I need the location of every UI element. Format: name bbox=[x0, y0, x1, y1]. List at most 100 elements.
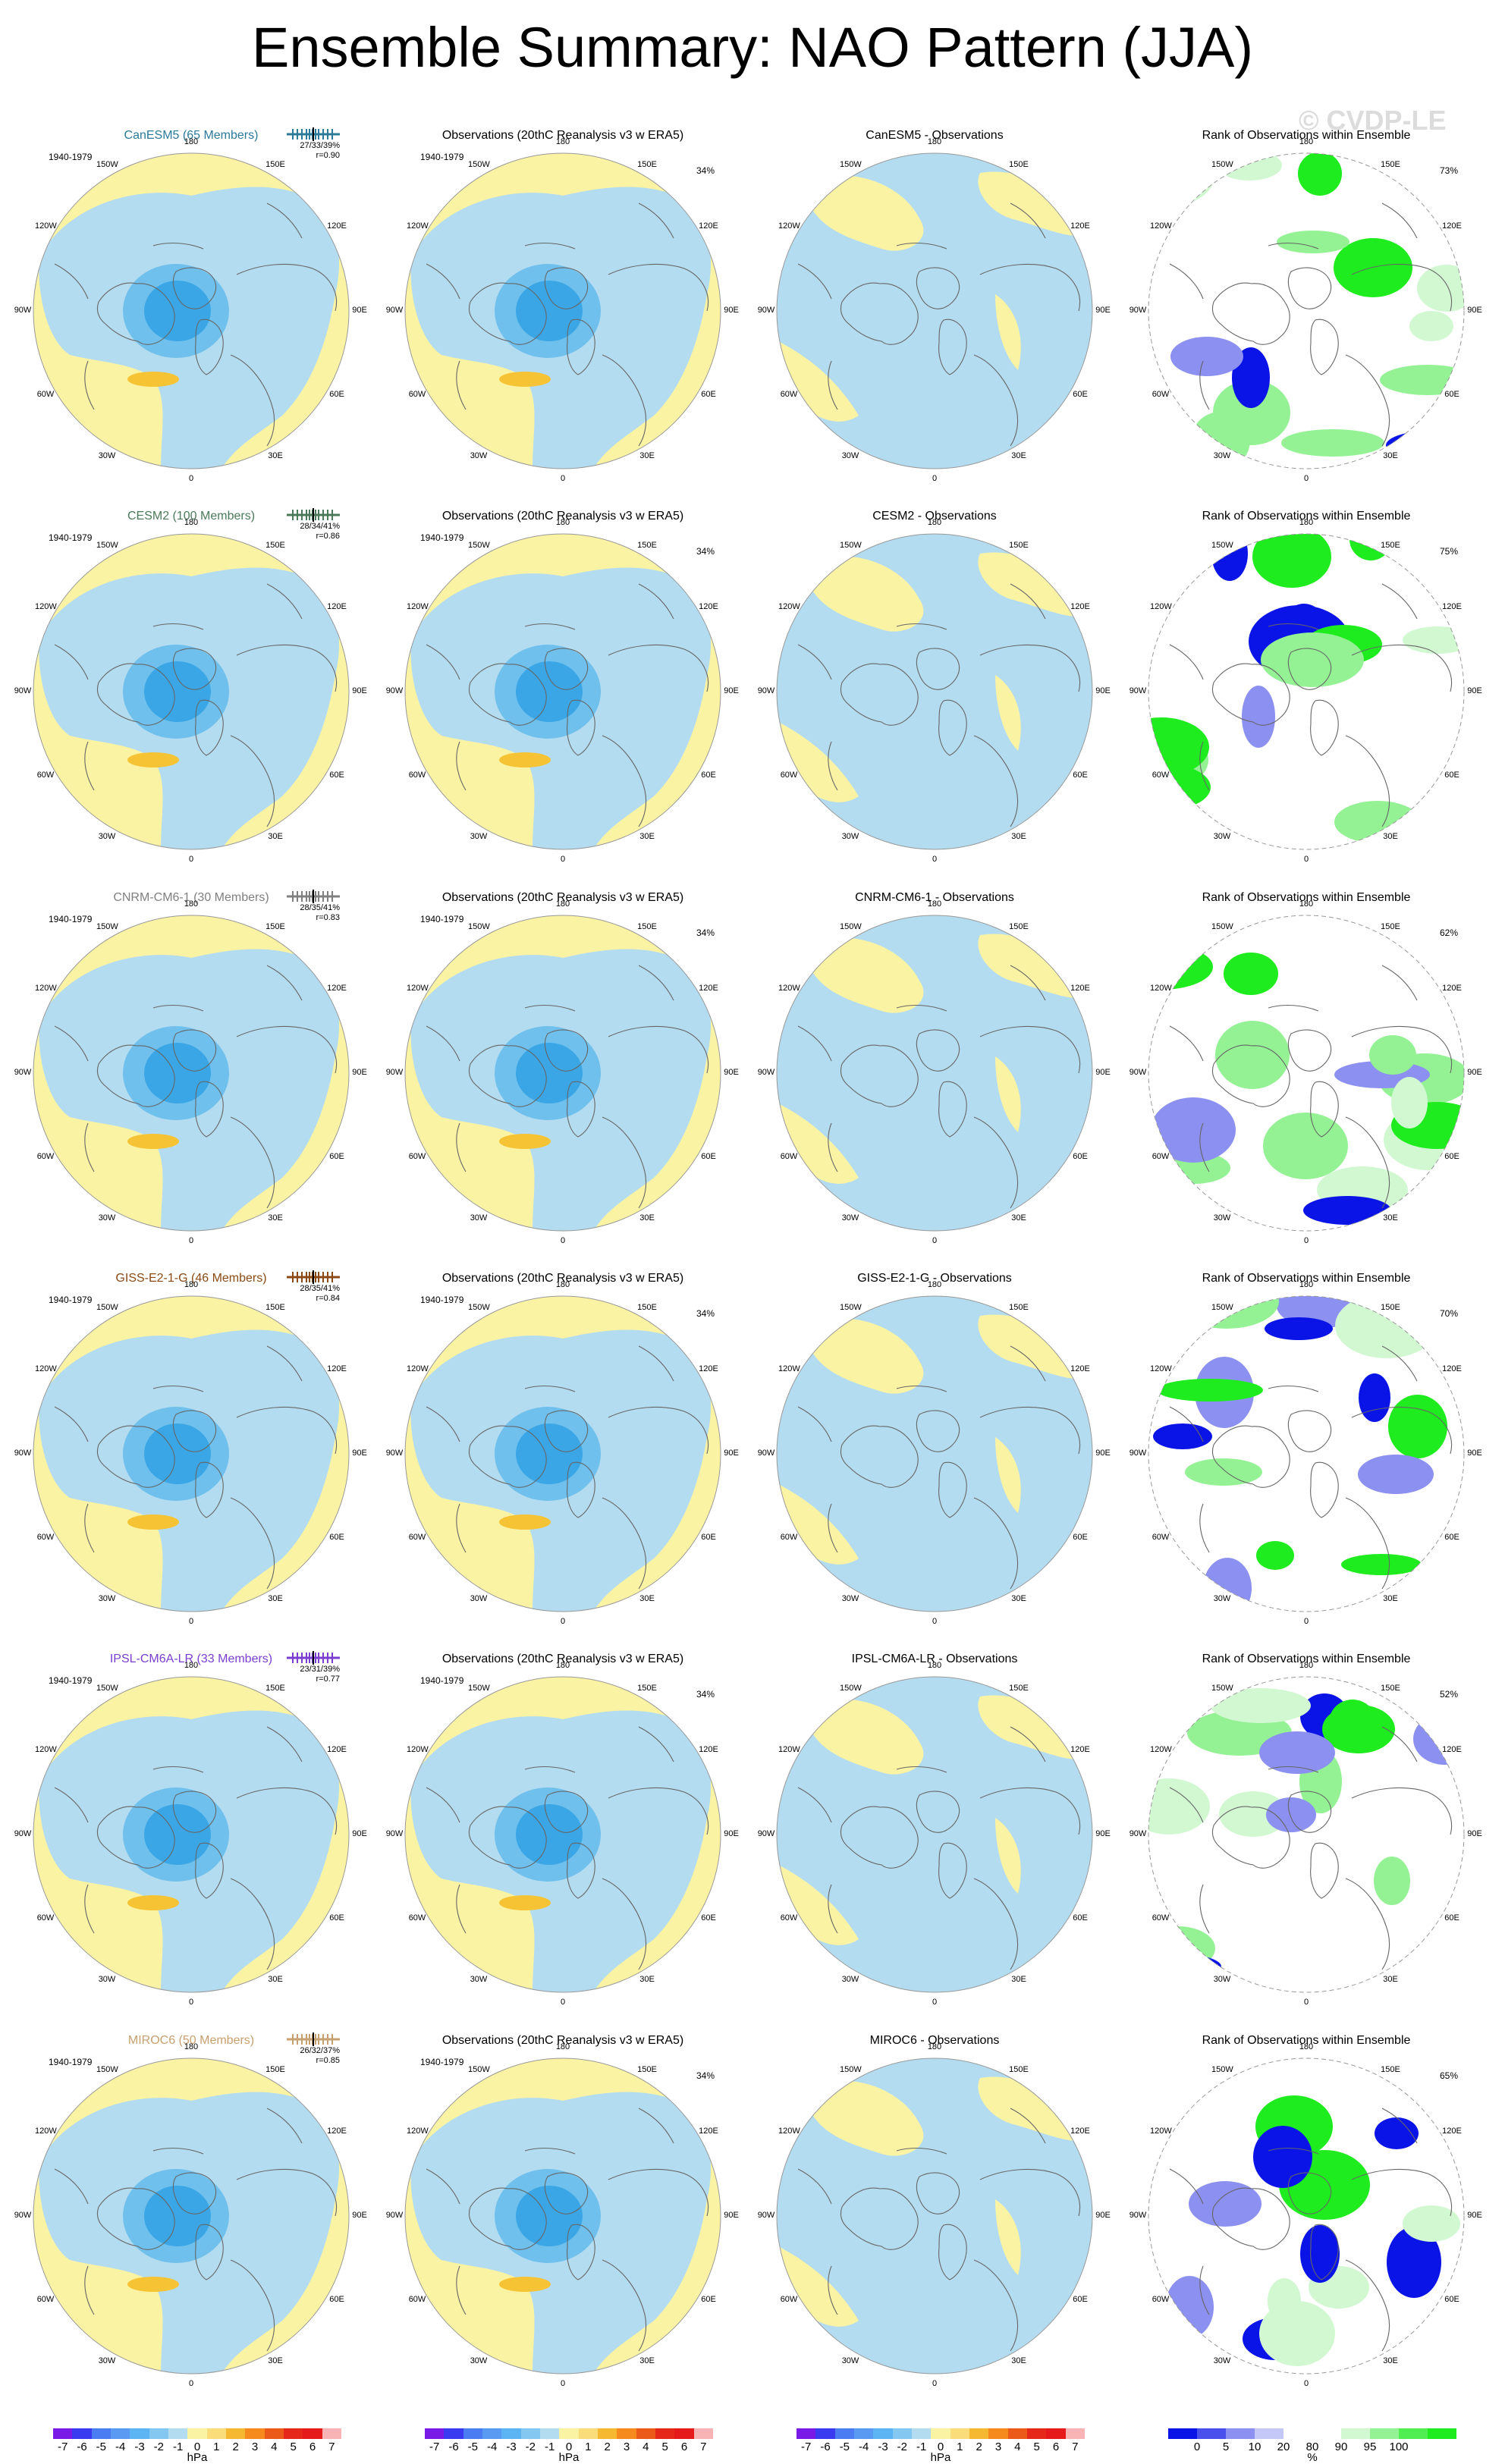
colorbar-tick: 1 bbox=[585, 2440, 592, 2453]
lon-label: 60E bbox=[1444, 1533, 1459, 1542]
colorbar-tick: 1 bbox=[213, 2440, 220, 2453]
obs-pct: 34% bbox=[696, 1689, 715, 1700]
colorbar-tick: 2 bbox=[604, 2440, 611, 2453]
lon-label: 120E bbox=[327, 984, 347, 993]
lon-label: 120E bbox=[699, 1745, 718, 1754]
lon-label: 90E bbox=[1467, 306, 1482, 315]
colorbar-box bbox=[130, 2428, 149, 2439]
colorbar-box bbox=[283, 2428, 303, 2439]
colorbar-tick: -1 bbox=[172, 2440, 184, 2453]
lon-label: 120W bbox=[778, 221, 800, 231]
lon-label: 60E bbox=[329, 1913, 344, 1923]
lon-label: 60E bbox=[1444, 2295, 1459, 2304]
rank-title: Rank of Observations within Ensemble bbox=[1202, 129, 1411, 142]
lon-label: 180 bbox=[927, 518, 942, 527]
lon-label: 120W bbox=[407, 1745, 429, 1754]
colorbar-tick: 2 bbox=[976, 2440, 982, 2453]
lon-label: 0 bbox=[188, 1998, 194, 2007]
lon-label: 150E bbox=[637, 922, 657, 931]
lon-label: 90E bbox=[1095, 306, 1111, 315]
lon-label: 90W bbox=[14, 2211, 32, 2220]
lon-label: 120E bbox=[327, 2127, 347, 2136]
lon-label: 90W bbox=[1129, 306, 1147, 315]
colorbar-box bbox=[520, 2428, 540, 2439]
colorbar-box bbox=[1370, 2428, 1399, 2439]
lon-label: 150W bbox=[468, 1303, 490, 1312]
lon-label: 30E bbox=[268, 1975, 283, 1984]
map-panel: Observations (20thC Reanalysis v3 w ERA5… bbox=[381, 493, 745, 864]
period-label: 1940-1979 bbox=[420, 914, 464, 924]
polar-map bbox=[404, 152, 721, 469]
lon-label: 30E bbox=[639, 832, 655, 841]
colorbar-box bbox=[674, 2428, 694, 2439]
period-label: 1940-1979 bbox=[49, 532, 93, 543]
colorbar-boxes bbox=[53, 2428, 341, 2439]
colorbar-box bbox=[693, 2428, 713, 2439]
lon-label: 60W bbox=[780, 1152, 798, 1161]
lon-label: 150W bbox=[1211, 2065, 1233, 2074]
obs-pct: 34% bbox=[696, 2070, 715, 2081]
colorbar-box bbox=[988, 2428, 1008, 2439]
period-label: 1940-1979 bbox=[49, 1295, 93, 1305]
map-panel: Observations (20thC Reanalysis v3 w ERA5… bbox=[381, 1255, 745, 1626]
watermark: © CVDP-LE bbox=[1299, 105, 1447, 136]
lon-label: 150E bbox=[1381, 160, 1400, 169]
lon-label: 120W bbox=[778, 1745, 800, 1754]
lon-label: 90E bbox=[724, 2211, 739, 2220]
colorbar-tick: 7 bbox=[1072, 2440, 1079, 2453]
colorbar-box bbox=[425, 2428, 445, 2439]
lon-label: 0 bbox=[560, 474, 566, 483]
lon-label: 30E bbox=[639, 2356, 655, 2365]
colorbar-box bbox=[1007, 2428, 1027, 2439]
colorbar-tick: 3 bbox=[251, 2440, 259, 2453]
colorbar-tick: -3 bbox=[506, 2440, 517, 2453]
lon-label: 150E bbox=[265, 922, 285, 931]
lon-label: 90E bbox=[1467, 686, 1482, 695]
colorbar-box bbox=[168, 2428, 188, 2439]
rank-title: Rank of Observations within Ensemble bbox=[1202, 891, 1411, 904]
lon-label: 90W bbox=[757, 2211, 775, 2220]
lon-label: 90E bbox=[352, 1449, 367, 1458]
stats-label: 26/32/37% r=0.85 bbox=[300, 2046, 340, 2066]
lon-label: 180 bbox=[1299, 518, 1314, 527]
rank-title: Rank of Observations within Ensemble bbox=[1202, 1653, 1411, 1665]
lon-label: 0 bbox=[932, 1236, 938, 1245]
lon-label: 0 bbox=[560, 1236, 566, 1245]
lon-label: 90W bbox=[1129, 1449, 1147, 1458]
lon-label: 60E bbox=[329, 1152, 344, 1161]
stats-label: 28/35/41% r=0.84 bbox=[300, 1284, 340, 1304]
colorbar-tick: -5 bbox=[96, 2440, 106, 2453]
rank-map bbox=[1148, 152, 1465, 469]
lon-label: 30E bbox=[639, 1975, 655, 1984]
lon-label: 120E bbox=[327, 602, 347, 611]
colorbar-tick: 100 bbox=[1389, 2440, 1409, 2453]
lon-label: 0 bbox=[1303, 1236, 1309, 1245]
lon-label: 90E bbox=[352, 686, 367, 695]
lon-label: 60E bbox=[1073, 771, 1088, 780]
colorbar-box bbox=[1312, 2428, 1341, 2439]
lon-label: 180 bbox=[555, 1280, 570, 1289]
diff-title: CNRM-CM6-1 - Observations bbox=[855, 891, 1014, 904]
colorbar-tick: 5 bbox=[661, 2440, 668, 2453]
colorbar-box bbox=[1065, 2428, 1085, 2439]
colorbar-unit: % bbox=[1307, 2451, 1318, 2464]
polar-map bbox=[776, 1295, 1093, 1612]
map-panel: Rank of Observations within Ensemble 62% 1… bbox=[1124, 874, 1488, 1245]
lon-label: 60W bbox=[780, 1913, 798, 1923]
lon-label: 60W bbox=[1152, 771, 1170, 780]
lon-label: 180 bbox=[184, 899, 199, 909]
lon-label: 90W bbox=[385, 686, 404, 695]
colorbar-tick: -6 bbox=[448, 2440, 459, 2453]
colorbar-box bbox=[969, 2428, 989, 2439]
lon-label: 0 bbox=[1303, 1617, 1309, 1626]
ensemble-spread-icon bbox=[287, 1270, 340, 1284]
polar-map bbox=[404, 533, 721, 850]
lon-label: 120W bbox=[778, 2127, 800, 2136]
map-panel: MIROC6 (50 Members) 1940-1979 26/32/37% r=… bbox=[9, 2017, 373, 2388]
lon-label: 120W bbox=[778, 1364, 800, 1373]
colorbar-tick: -4 bbox=[115, 2440, 126, 2453]
colorbar-boxes bbox=[796, 2428, 1085, 2439]
lon-label: 90W bbox=[385, 1068, 404, 1077]
rank-map bbox=[1148, 915, 1465, 1232]
colorbar-tick: 0 bbox=[1193, 2440, 1201, 2453]
